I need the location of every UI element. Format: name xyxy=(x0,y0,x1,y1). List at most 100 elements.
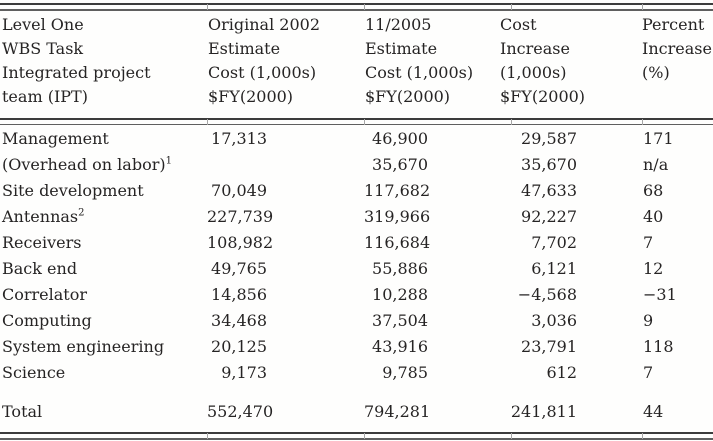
cell-2005-estimate: 43,916 xyxy=(372,337,428,356)
cell-original-estimate xyxy=(207,152,364,178)
header-line: Original 2002 xyxy=(208,15,321,34)
cell-original-estimate: 34,468 xyxy=(211,311,267,330)
header-line: $FY(2000) xyxy=(500,87,586,106)
row-label: Receivers xyxy=(0,230,207,256)
rule-line xyxy=(0,3,713,5)
cell-2005-estimate: 35,670 xyxy=(372,155,428,174)
cell-2005-estimate: 37,504 xyxy=(372,311,428,330)
cell-original-estimate: 9,173 xyxy=(221,363,267,382)
header-line: team (IPT) xyxy=(2,87,88,106)
column-tick xyxy=(642,4,643,10)
column-tick xyxy=(511,4,512,10)
row-label: Antennas2 xyxy=(0,204,207,230)
cell-cost-increase: 612 xyxy=(546,363,577,382)
row-label-text: Computing xyxy=(2,311,92,330)
header-line: Cost (1,000s) xyxy=(208,63,317,82)
table-row: Receivers 108,982 116,684 7,702 7 xyxy=(0,230,713,256)
table-body: Management 17,313 46,900 29,587 171 (Ove… xyxy=(0,126,713,425)
header-wbs-task: Level One WBS Task Integrated project te… xyxy=(0,13,207,109)
table-row: System engineering 20,125 43,916 23,791 … xyxy=(0,334,713,360)
cell-original-estimate: 20,125 xyxy=(211,337,267,356)
table-row: Management 17,313 46,900 29,587 171 xyxy=(0,126,713,152)
row-label-text: Site development xyxy=(2,181,144,200)
header-line: 11/2005 xyxy=(365,15,432,34)
row-label: Site development xyxy=(0,178,207,204)
cell-percent-increase: 7 xyxy=(643,363,654,382)
header-line: WBS Task xyxy=(2,39,84,58)
cell-2005-estimate: 46,900 xyxy=(372,129,428,148)
cell-percent-increase: −31 xyxy=(643,285,677,304)
header-line: (%) xyxy=(642,63,670,82)
rule-line xyxy=(0,438,713,440)
cell-percent-increase: n/a xyxy=(643,155,669,174)
row-label-text: Correlator xyxy=(2,285,88,304)
header-line: Cost (1,000s) xyxy=(365,63,474,82)
row-label-text: Management xyxy=(2,129,109,148)
cell-2005-estimate: 319,966 xyxy=(364,207,431,226)
row-label-text: Back end xyxy=(2,259,78,278)
column-tick xyxy=(364,4,365,10)
cell-cost-increase: 6,121 xyxy=(531,259,577,278)
column-tick xyxy=(511,433,512,439)
header-line: Percent xyxy=(642,15,705,34)
cell-cost-increase: 47,633 xyxy=(521,181,577,200)
cell-original-estimate: 17,313 xyxy=(211,129,267,148)
cell-percent-increase: 171 xyxy=(643,129,674,148)
row-label-text: Antennas xyxy=(2,207,79,226)
total-2005-estimate: 794,281 xyxy=(364,402,431,421)
row-label: Correlator xyxy=(0,282,207,308)
cell-percent-increase: 68 xyxy=(643,181,664,200)
footnote-marker: 2 xyxy=(78,207,85,219)
row-label: Computing xyxy=(0,308,207,334)
total-percent-increase: 44 xyxy=(643,402,664,421)
header-line: (1,000s) xyxy=(500,63,567,82)
column-tick xyxy=(642,119,643,125)
header-line: Increase xyxy=(642,39,712,58)
header-2005-estimate: 11/2005 Estimate Cost (1,000s) $FY(2000) xyxy=(364,13,497,109)
header-line: Estimate xyxy=(208,39,281,58)
table-header-rule xyxy=(0,109,713,126)
rule-line xyxy=(0,118,713,120)
cell-original-estimate: 227,739 xyxy=(207,207,274,226)
cell-cost-increase: 92,227 xyxy=(521,207,577,226)
header-cost-increase: Cost Increase (1,000s) $FY(2000) xyxy=(497,13,640,109)
row-label-text: Receivers xyxy=(2,233,82,252)
total-label: Total xyxy=(2,402,43,421)
header-line: Cost xyxy=(500,15,537,34)
column-tick xyxy=(364,119,365,125)
cell-2005-estimate: 55,886 xyxy=(372,259,428,278)
cell-original-estimate: 108,982 xyxy=(207,233,274,252)
footnote-marker: 1 xyxy=(165,155,172,167)
cell-cost-increase: 7,702 xyxy=(531,233,577,252)
row-label-text: System engineering xyxy=(2,337,165,356)
rule-line xyxy=(0,124,713,125)
column-tick xyxy=(642,433,643,439)
table-row: Antennas2 227,739 319,966 92,227 40 xyxy=(0,204,713,230)
header-original-estimate: Original 2002 Estimate Cost (1,000s) $FY… xyxy=(207,13,364,109)
row-label: Management xyxy=(0,126,207,152)
table-total-row: Total 552,470 794,281 241,811 44 xyxy=(0,399,713,425)
cell-percent-increase: 118 xyxy=(643,337,674,356)
header-percent-increase: Percent Increase (%) xyxy=(640,13,713,109)
cell-original-estimate: 70,049 xyxy=(211,181,267,200)
cell-2005-estimate: 116,684 xyxy=(364,233,431,252)
column-tick xyxy=(364,433,365,439)
header-line: $FY(2000) xyxy=(208,87,294,106)
cell-cost-increase: 35,670 xyxy=(521,155,577,174)
table-row: Correlator 14,856 10,288 −4,568 −31 xyxy=(0,282,713,308)
cell-original-estimate: 49,765 xyxy=(211,259,267,278)
table-top-rule xyxy=(0,0,713,13)
cell-2005-estimate: 10,288 xyxy=(372,285,428,304)
column-tick xyxy=(207,433,208,439)
cell-cost-increase: 3,036 xyxy=(531,311,577,330)
cell-2005-estimate: 9,785 xyxy=(382,363,428,382)
row-label: (Overhead on labor)1 xyxy=(0,152,207,178)
header-line: $FY(2000) xyxy=(365,87,451,106)
cell-cost-increase: 23,791 xyxy=(521,337,577,356)
table-row: (Overhead on labor)1 35,670 35,670 n/a xyxy=(0,152,713,178)
table-row: Back end 49,765 55,886 6,121 12 xyxy=(0,256,713,282)
cell-2005-estimate: 117,682 xyxy=(364,181,431,200)
row-label: System engineering xyxy=(0,334,207,360)
total-original-estimate: 552,470 xyxy=(207,402,274,421)
